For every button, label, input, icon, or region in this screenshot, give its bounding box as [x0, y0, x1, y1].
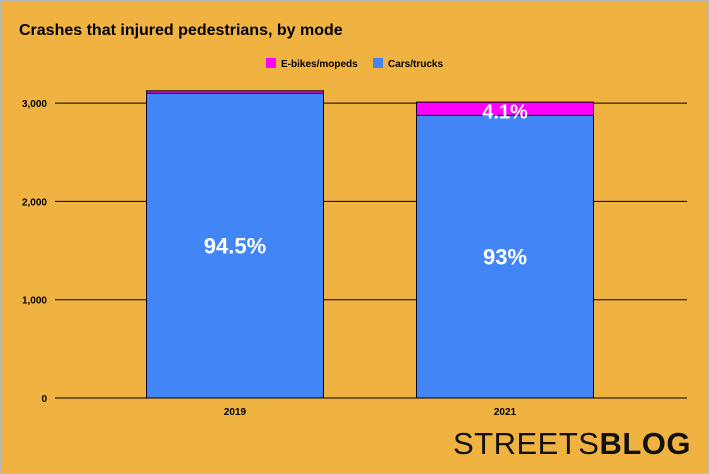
streetsblog-logo: STREETSBLOG — [453, 426, 691, 462]
data-label: 93% — [483, 245, 527, 270]
y-tick-label: 1,000 — [22, 296, 47, 307]
y-tick-label: 3,000 — [22, 99, 47, 110]
y-tick-label: 0 — [41, 394, 47, 405]
x-tick-label: 2021 — [494, 407, 517, 418]
data-label: 4.1% — [482, 101, 528, 123]
y-tick-label: 2,000 — [22, 197, 47, 208]
bar-segment — [146, 92, 324, 399]
bar-segment — [416, 114, 594, 399]
bar-segment — [146, 90, 324, 94]
x-tick-label: 2019 — [224, 407, 247, 418]
legend-label: Cars/trucks — [388, 59, 443, 70]
data-label: 94.5% — [204, 234, 266, 259]
bar-segment — [416, 101, 594, 116]
legend-swatch — [373, 58, 383, 68]
logo-part-blog: BLOG — [599, 426, 691, 461]
logo-part-streets: STREETS — [452, 426, 600, 461]
legend-swatch — [266, 58, 276, 68]
chart-title: Crashes that injured pedestrians, by mod… — [19, 22, 343, 39]
legend-label: E-bikes/mopeds — [281, 59, 358, 70]
